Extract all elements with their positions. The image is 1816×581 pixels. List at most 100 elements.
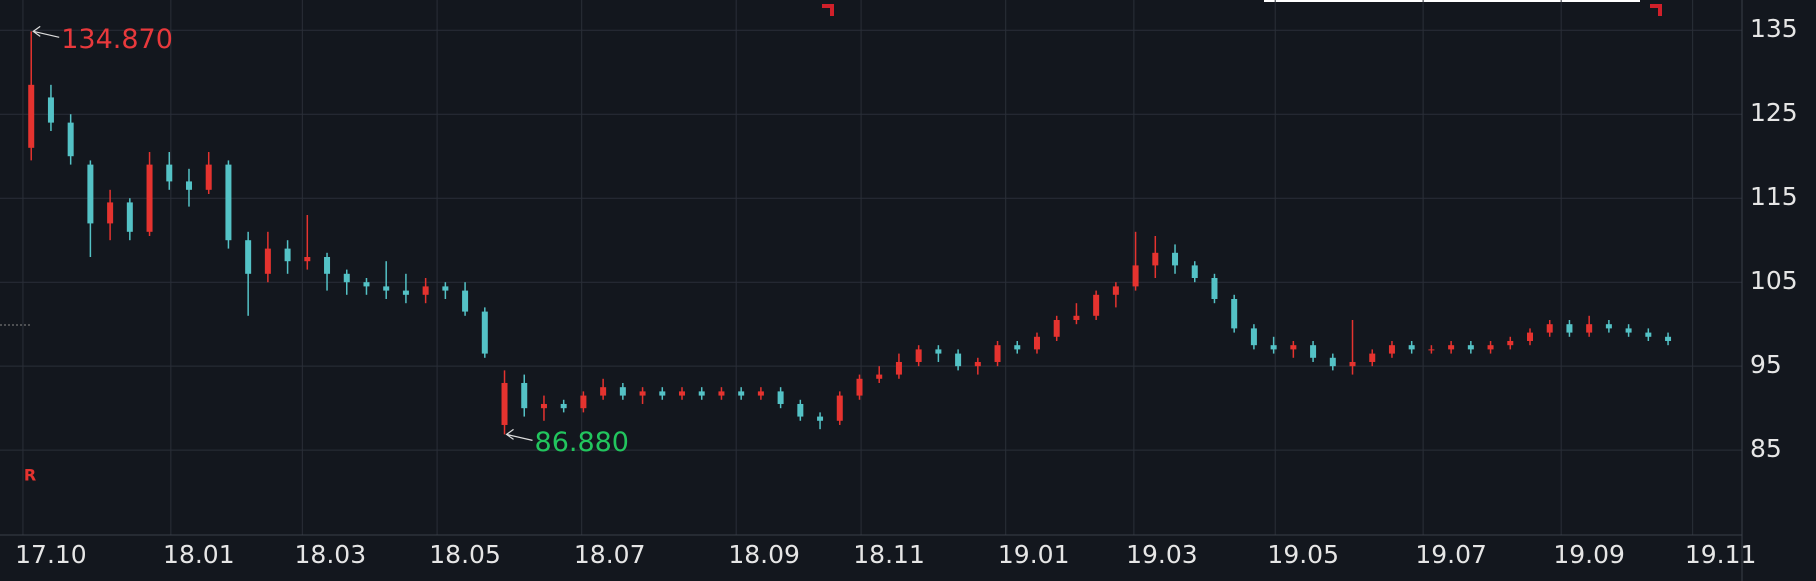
candle-body <box>895 361 902 375</box>
candle-body <box>501 382 508 425</box>
candle-body <box>1191 265 1198 278</box>
candle-body <box>580 395 587 409</box>
candle-body <box>1467 345 1474 350</box>
candle-body <box>264 248 271 274</box>
candle-body <box>817 416 824 421</box>
candle-body <box>1665 336 1672 341</box>
y-tick-label: 115 <box>1750 182 1798 211</box>
candle-body <box>462 290 469 312</box>
candle-body <box>1033 336 1040 350</box>
x-tick-label: 19.11 <box>1685 540 1757 569</box>
candle-body <box>1270 345 1277 350</box>
candle-body <box>324 257 331 274</box>
candle-body <box>619 387 626 396</box>
candle-body <box>1053 319 1060 337</box>
candle-body <box>974 361 981 367</box>
candle-body <box>994 345 1001 362</box>
x-tick-label: 18.03 <box>295 540 367 569</box>
x-tick-label: 18.05 <box>429 540 501 569</box>
candle-body <box>1231 298 1238 329</box>
candle-body <box>1625 328 1632 333</box>
candle-body <box>481 311 488 354</box>
candle-body <box>1428 349 1435 351</box>
candle-body <box>402 290 409 295</box>
candle-body <box>47 97 54 123</box>
y-tick-label: 135 <box>1750 14 1798 43</box>
x-tick-label: 17.10 <box>15 540 87 569</box>
annotation-arrow <box>32 25 60 38</box>
candle-body <box>245 240 252 274</box>
candle-body <box>1093 294 1100 316</box>
x-tick-label: 18.09 <box>728 540 800 569</box>
corner-marker <box>1650 4 1662 16</box>
candle-body <box>1211 277 1218 299</box>
candle-body <box>383 286 390 291</box>
candle-body <box>639 391 646 396</box>
candle-body <box>166 164 173 182</box>
candle-body <box>1329 357 1336 367</box>
candle-body <box>1073 315 1080 320</box>
candle-body <box>876 374 883 379</box>
candle-body <box>738 391 745 396</box>
candle-body <box>1310 345 1317 358</box>
candle-body <box>915 349 922 362</box>
x-tick-label: 19.01 <box>998 540 1070 569</box>
candle-body <box>1388 345 1395 354</box>
candle-body <box>146 164 153 232</box>
candle-body <box>1014 345 1021 350</box>
x-tick-label: 18.07 <box>574 540 646 569</box>
x-tick-label: 18.11 <box>853 540 925 569</box>
candle-body <box>185 181 192 190</box>
candle-body <box>1605 324 1612 329</box>
candle-body <box>797 403 804 417</box>
candle-body <box>363 282 370 287</box>
annotation-label: 134.870 <box>61 24 173 55</box>
candle-body <box>1112 286 1119 295</box>
candle-body <box>836 395 843 421</box>
candle-body <box>1566 324 1573 333</box>
candle-body <box>87 164 94 224</box>
candle-body <box>955 353 962 367</box>
candle-body <box>659 391 666 396</box>
candle-body <box>757 391 764 396</box>
candle-body <box>1250 328 1257 346</box>
candle-body <box>1527 332 1534 341</box>
annotation-arrow <box>505 428 533 441</box>
candle-body <box>698 391 705 396</box>
candle-body <box>1369 353 1376 362</box>
marker-label: R <box>24 466 36 485</box>
x-tick-label: 19.09 <box>1553 540 1625 569</box>
y-tick-label: 125 <box>1750 98 1798 127</box>
candle-body <box>935 349 942 354</box>
annotation-label: 86.880 <box>535 427 629 458</box>
corner-marker <box>822 4 834 16</box>
candle-body <box>1132 265 1139 287</box>
candle-body <box>718 391 725 396</box>
x-tick-label: 19.03 <box>1126 540 1198 569</box>
candle-body <box>679 391 686 396</box>
candle-body <box>126 202 133 232</box>
candle-body <box>1152 252 1159 266</box>
candle-body <box>1172 252 1179 266</box>
candle-body <box>1586 324 1593 333</box>
candle-body <box>422 286 429 295</box>
y-tick-label: 85 <box>1750 434 1782 463</box>
candle-body <box>28 84 35 148</box>
candle-body <box>107 202 114 224</box>
candle-body <box>67 122 74 157</box>
candle-body <box>1448 345 1455 350</box>
y-tick-label: 95 <box>1750 350 1782 379</box>
candle-body <box>1349 361 1356 367</box>
candle-body <box>1645 332 1652 337</box>
candle-body <box>343 273 350 283</box>
x-tick-label: 19.07 <box>1415 540 1487 569</box>
candle-body <box>284 248 291 262</box>
candle-body <box>521 382 528 409</box>
x-tick-label: 18.01 <box>163 540 235 569</box>
candle-body <box>1487 345 1494 350</box>
candle-body <box>856 378 863 396</box>
candle-body <box>205 164 212 190</box>
candle-body <box>1290 345 1297 350</box>
